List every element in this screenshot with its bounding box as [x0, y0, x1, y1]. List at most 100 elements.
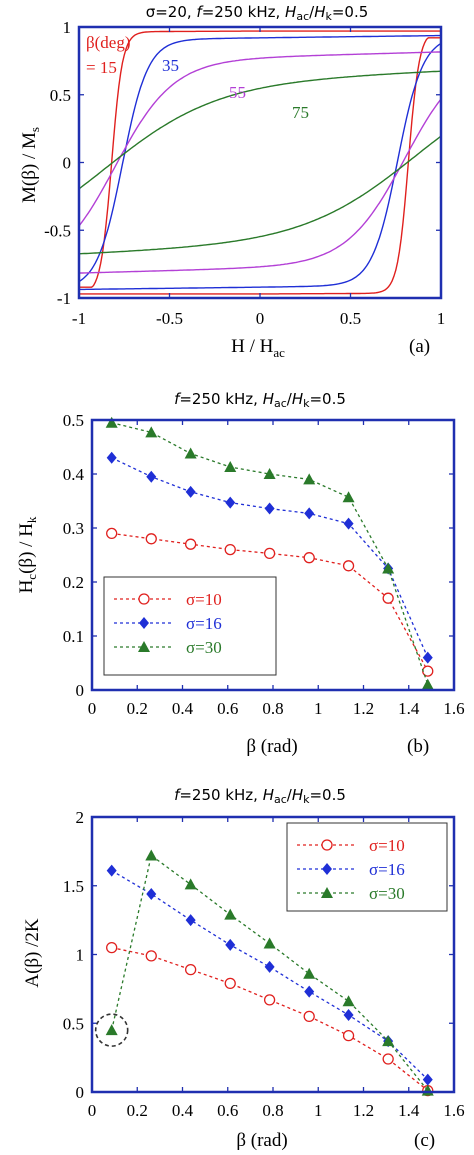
point-σ=10 — [224, 543, 236, 556]
point-σ=10 — [184, 538, 197, 550]
series-15-lower-branch — [79, 37, 441, 295]
point-σ=30 — [145, 426, 158, 438]
panel-c-ylabel: A(β) /2K — [22, 918, 43, 988]
point-σ=16 — [264, 502, 275, 515]
y-tick-label: 1.5 — [63, 877, 84, 896]
panel-a-ticks: -1 -0.5 0 0.5 1 -1 -0.5 0 0.5 1 — [44, 18, 445, 328]
panel-b-title: f=250 kHz, Hac/Hk=0.5 — [174, 390, 346, 410]
point-σ=30 — [303, 967, 316, 979]
point-σ=30 — [263, 937, 276, 949]
y-tick-label: 1 — [76, 946, 85, 965]
panel-c-title: f=250 kHz, Hac/Hk=0.5 — [174, 786, 346, 806]
y-tick-label: 0.2 — [63, 573, 84, 592]
label-15: = 15 — [86, 58, 117, 77]
y-tick-label: 2 — [76, 808, 85, 827]
x-tick-label: 1.6 — [443, 699, 464, 718]
point-σ=10 — [145, 533, 157, 545]
point-σ=30 — [145, 849, 158, 861]
point-σ=16 — [185, 485, 196, 498]
series-15-upper-branch — [79, 30, 441, 288]
legend: σ=10 σ=16 σ=30 — [103, 576, 277, 676]
y-tick-label: 0 — [63, 154, 72, 173]
panel-a-title: σ=20, f=250 kHz, Hac/Hk=0.5 — [146, 3, 369, 23]
label-35: 35 — [162, 56, 179, 75]
point-σ=16 — [264, 960, 275, 973]
x-tick-label: 0 — [88, 1101, 97, 1120]
point-σ=16 — [304, 507, 315, 520]
point-σ=16 — [343, 1009, 354, 1021]
point-σ=30 — [224, 460, 237, 472]
legend-marker-σ=30 — [321, 887, 333, 898]
point-σ=16 — [304, 985, 315, 998]
x-tick-label: 1.2 — [353, 1101, 374, 1120]
point-σ=16 — [185, 914, 196, 927]
point-σ=16 — [225, 938, 236, 951]
point-σ=30 — [382, 562, 395, 574]
point-σ=30 — [342, 491, 355, 503]
point-σ=10 — [382, 592, 394, 604]
point-σ=16 — [146, 888, 157, 900]
point-σ=10 — [106, 941, 118, 954]
legend-label-σ=10: σ=10 — [186, 590, 222, 609]
point-σ=30 — [342, 995, 355, 1007]
point-σ=16 — [343, 517, 354, 530]
x-tick-label: 0 — [256, 309, 265, 328]
label-75: 75 — [292, 103, 309, 122]
point-σ=16 — [106, 451, 117, 464]
x-tick-label: 0.6 — [217, 1101, 238, 1120]
point-σ=30 — [421, 678, 434, 690]
point-σ=30 — [105, 416, 118, 428]
panel-a-frame — [77, 25, 443, 300]
series-line-σ=30 — [111, 422, 429, 685]
legend-marker-σ=30 — [138, 641, 150, 652]
panel-c-xlabel: β (rad) — [236, 1130, 287, 1151]
panel-a: σ=20, f=250 kHz, Hac/Hk=0.5 -1 -0.5 0 0.5 1-… — [19, 3, 445, 360]
panel-c-label: (c) — [414, 1130, 435, 1151]
legend-title-beta: β(deg) — [86, 33, 131, 52]
y-tick-label: -0.5 — [44, 221, 71, 240]
point-σ=10 — [106, 527, 118, 540]
annotation-dashed-circle — [94, 1013, 129, 1047]
panel-b-frame — [90, 418, 456, 692]
legend-label-σ=10: σ=10 — [369, 836, 405, 855]
x-tick-label: 0.2 — [127, 699, 148, 718]
y-tick-label: -1 — [57, 289, 71, 308]
point-σ=10 — [303, 1010, 315, 1023]
series-55-upper-branch — [78, 51, 442, 227]
x-tick-label: -1 — [72, 309, 86, 328]
panel-a-label: (a) — [409, 336, 430, 357]
panel-b-label: (b) — [407, 736, 429, 757]
x-tick-label: 0.8 — [262, 699, 283, 718]
x-tick-label: 0.4 — [172, 699, 194, 718]
series-75-lower-branch — [78, 135, 442, 255]
point-σ=10 — [342, 560, 355, 572]
x-tick-label: 0.4 — [172, 1101, 194, 1120]
series-line-σ=16 — [111, 870, 429, 1081]
point-σ=10 — [184, 963, 197, 976]
x-tick-label: 0.2 — [127, 1101, 148, 1120]
panel-b: f=250 kHz, Hac/Hk=0.5 0 0.2 0.4 0.6 0.8 1 1.2 1… — [16, 390, 465, 757]
legend-box — [286, 822, 448, 912]
point-σ=30 — [224, 908, 237, 920]
x-tick-label: -0.5 — [156, 309, 183, 328]
point-σ=30 — [303, 473, 316, 485]
legend-marker-σ=16 — [139, 617, 149, 629]
point-σ=10 — [263, 994, 276, 1006]
point-σ=16 — [106, 864, 117, 877]
legend-marker-σ=10 — [321, 839, 333, 851]
y-tick-label: 0 — [76, 681, 85, 700]
panel-b-xlabel: β (rad) — [246, 736, 297, 757]
panel-c-plot: 0 0.2 0.4 0.6 0.8 1 1.2 1.4 1.6 0 0.5 1 1.5 2 σ=10 σ=16… — [63, 808, 465, 1120]
x-tick-label: 1.4 — [398, 699, 420, 718]
legend-label-σ=30: σ=30 — [369, 884, 405, 903]
point-σ=30 — [105, 1024, 118, 1036]
point-σ=30 — [382, 1035, 395, 1047]
series-55-lower-branch — [78, 98, 442, 274]
y-tick-label: 0 — [76, 1083, 85, 1102]
point-σ=16 — [225, 496, 236, 509]
y-tick-label: 0.4 — [63, 465, 85, 484]
x-tick-label: 0.5 — [340, 309, 361, 328]
panel-c: f=250 kHz, Hac/Hk=0.5 0 0.2 0.4 0.6 0.8 1 1.2 1… — [22, 786, 465, 1151]
legend-box — [103, 576, 277, 676]
